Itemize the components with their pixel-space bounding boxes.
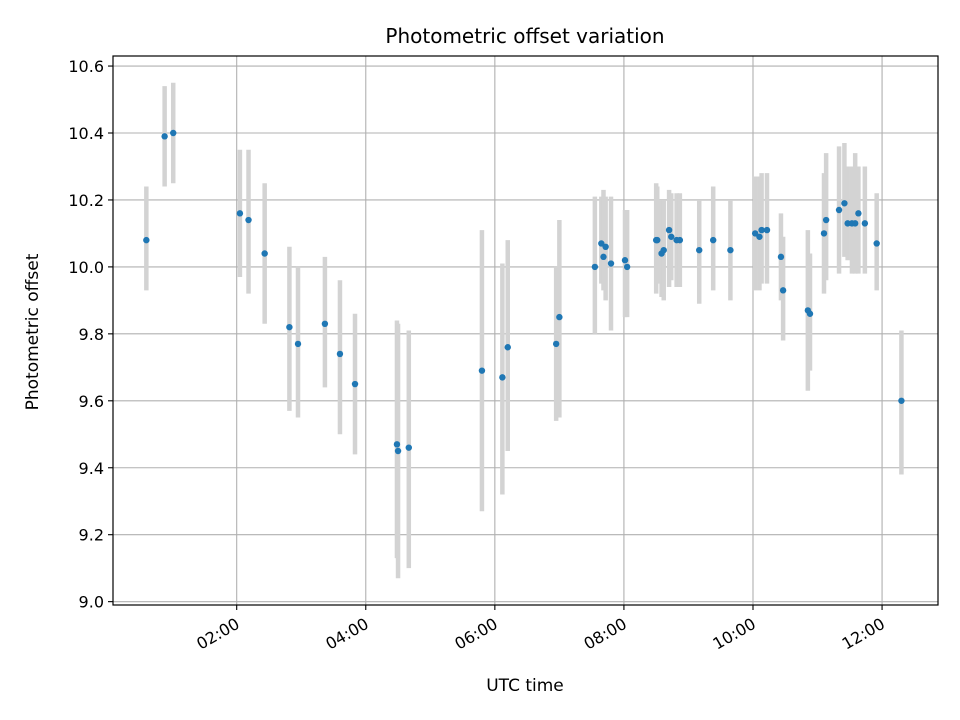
y-axis: 9.0 9.2 9.4 9.6 9.8 10.0 10.2 10.4 10.6 [68,57,113,612]
data-point [898,397,905,404]
y-axis-label: Photometric offset [23,253,43,410]
data-point [820,230,828,237]
data-point [598,240,605,247]
data-point [336,350,344,358]
x-axis-label: UTC time [486,676,564,696]
data-point [602,243,609,251]
data-point [478,367,486,374]
data-point [758,226,765,234]
data-point [504,344,511,351]
data-point [763,226,771,234]
y-tick-label: 9.2 [79,526,104,545]
data-point [654,236,661,244]
y-tick-label: 9.0 [79,593,104,612]
data-point [236,210,244,217]
data-point [351,380,359,388]
data-point [294,340,302,348]
chart-title: Photometric offset variation [385,24,664,48]
data-point [777,253,785,261]
data-point [806,310,814,317]
data-point [261,250,268,257]
data-points [143,129,905,455]
data-point [394,447,402,455]
y-tick-label: 10.0 [68,258,104,277]
data-point [665,226,673,234]
y-tick-label: 10.6 [68,57,104,76]
data-point [552,340,560,348]
data-point [286,323,293,331]
data-point [170,129,177,137]
data-point [851,220,859,227]
data-point [245,216,252,224]
data-point [727,246,734,254]
data-point [143,236,150,244]
data-point [835,206,843,214]
data-point [161,133,168,140]
plot-frame [112,55,939,606]
data-point [709,236,717,244]
data-point [779,287,787,294]
data-point [321,320,329,328]
data-point [696,246,703,254]
data-point [873,240,880,247]
data-point [607,260,615,267]
y-tick-label: 9.8 [79,325,104,344]
y-tick-label: 10.2 [68,191,104,210]
data-point [600,253,607,261]
y-tick-label: 9.4 [79,459,104,478]
data-point [623,263,631,271]
data-point [591,263,599,271]
grid [113,56,938,605]
data-point [756,233,763,240]
data-point [751,230,759,237]
y-tick-label: 10.4 [68,124,104,143]
data-point [405,444,412,451]
data-point [841,200,848,207]
data-point [668,233,675,240]
data-point [861,220,869,227]
data-point [855,210,862,217]
data-point [499,374,506,381]
data-point [393,441,401,448]
data-point [621,257,629,264]
y-tick-label: 9.6 [79,392,104,411]
data-point [660,246,667,254]
data-point [556,313,563,321]
data-point [676,236,684,244]
data-point [822,216,830,224]
